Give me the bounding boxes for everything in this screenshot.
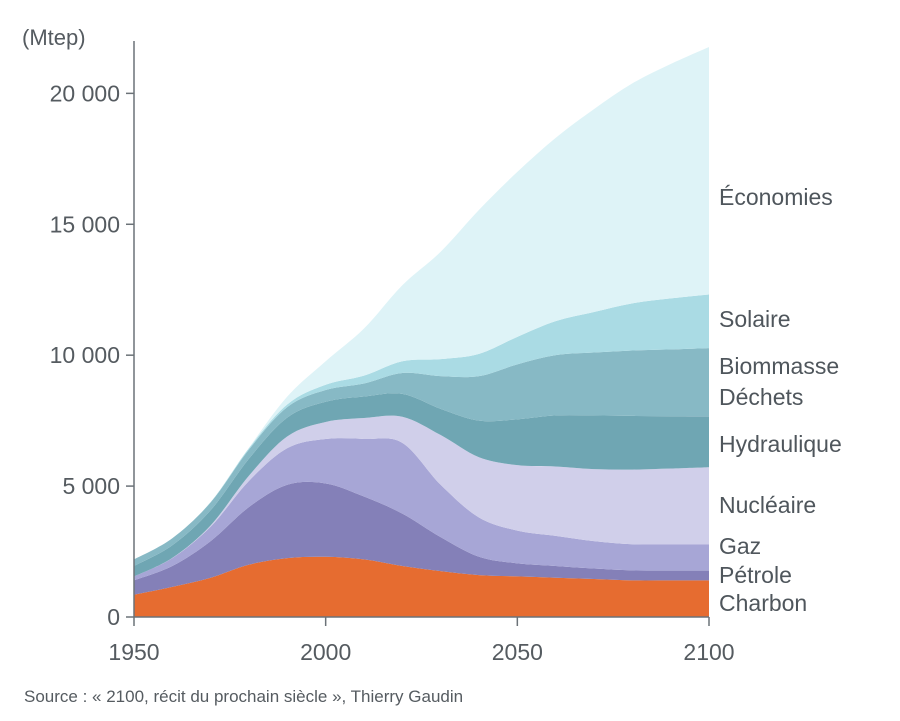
area-pétrole [134, 481, 709, 595]
y-tick-label: 0 [107, 604, 120, 630]
label-biomasse: Biommasse [719, 353, 839, 379]
series-areas [134, 47, 709, 617]
label-charbon: Charbon [719, 590, 807, 616]
area-charbon [134, 556, 709, 617]
label-dechets: Déchets [719, 384, 803, 410]
label-solaire: Solaire [719, 306, 791, 332]
axes [133, 41, 709, 618]
area-économies [134, 47, 709, 560]
y-axis-unit-label: (Mtep) [22, 25, 86, 50]
y-tick-label: 10 000 [50, 342, 120, 368]
series-labels: Économies Solaire Biommasse Déchets Hydr… [719, 184, 842, 616]
area-solaire [134, 294, 709, 560]
x-tick-label: 2050 [492, 639, 543, 665]
x-tick-label: 1950 [108, 639, 159, 665]
y-axis-ticks: 0 5 000 10 000 15 000 20 000 [50, 80, 134, 630]
y-tick-label: 15 000 [50, 211, 120, 237]
label-hydraulique: Hydraulique [719, 431, 842, 457]
label-nucleaire: Nucléaire [719, 492, 816, 518]
x-axis-ticks: 1950 2000 2050 2100 [108, 617, 735, 665]
label-petrole: Pétrole [719, 562, 792, 588]
x-tick-label: 2000 [300, 639, 351, 665]
area-biomasse-déchets [134, 348, 709, 566]
label-economies: Économies [719, 184, 833, 210]
area-nucléaire [134, 415, 709, 577]
y-tick-label: 5 000 [62, 473, 120, 499]
y-tick-label: 20 000 [50, 80, 120, 106]
area-hydraulique [134, 393, 709, 577]
x-tick-label: 2100 [683, 639, 734, 665]
area-gaz [134, 438, 709, 581]
source-note: Source : « 2100, récit du prochain siècl… [24, 687, 464, 706]
label-gaz: Gaz [719, 533, 761, 559]
